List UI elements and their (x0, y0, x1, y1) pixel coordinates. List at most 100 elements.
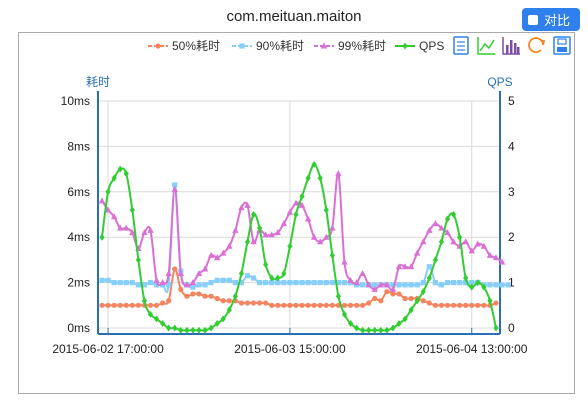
data-point-0 (281, 302, 287, 308)
data-point-2 (377, 281, 385, 288)
data-point-1 (244, 273, 251, 279)
data-point-3 (347, 319, 354, 327)
bar-chart-icon-bar (517, 47, 520, 54)
legend-swatch-marker-1 (239, 43, 245, 49)
save-icon[interactable] (553, 36, 571, 55)
data-point-2 (468, 247, 475, 254)
data-point-2 (286, 208, 294, 215)
data-point-3 (475, 279, 481, 287)
data-point-0 (184, 293, 190, 299)
data-point-3 (323, 206, 329, 214)
data-point-1 (293, 280, 299, 286)
data-point-3 (214, 319, 220, 327)
data-point-1 (444, 280, 451, 286)
x-tick-label: 2015-06-03 15:00:00 (234, 342, 346, 356)
data-point-2 (389, 285, 397, 292)
data-point-3 (257, 224, 263, 232)
data-point-1 (275, 280, 281, 286)
data-point-0 (160, 300, 166, 306)
data-point-3 (450, 211, 457, 218)
data-point-2 (498, 258, 506, 265)
data-point-3 (238, 270, 245, 278)
series-line-1 (101, 183, 509, 294)
data-point-1 (287, 280, 293, 286)
legend-swatch-marker-0 (155, 43, 161, 49)
data-point-3 (402, 315, 408, 323)
data-point-3 (220, 315, 226, 323)
y-tick-left-label: 6ms (67, 185, 90, 199)
data-point-3 (166, 324, 172, 332)
data-point-2 (171, 186, 178, 193)
data-point-3 (244, 238, 251, 246)
data-point-1 (305, 280, 311, 286)
data-point-0 (257, 300, 263, 306)
data-point-2 (474, 240, 482, 247)
data-point-1 (426, 264, 432, 270)
legend-label-1[interactable]: 90%耗时 (256, 39, 304, 53)
data-point-0 (299, 302, 305, 308)
data-point-0 (226, 298, 232, 304)
legend-label-3[interactable]: QPS (419, 39, 444, 53)
data-point-1 (457, 280, 463, 286)
data-point-3 (469, 283, 475, 291)
legend-label-0[interactable]: 50%耗时 (172, 39, 220, 53)
data-point-1 (208, 280, 214, 286)
data-point-2 (280, 220, 288, 227)
legend-label-2[interactable]: 99%耗时 (338, 39, 386, 53)
data-point-1 (226, 277, 232, 283)
data-point-0 (117, 302, 123, 308)
data-point-0 (244, 300, 251, 306)
data-point-1 (323, 280, 329, 286)
data-point-1 (420, 280, 426, 286)
checkbox-icon[interactable] (528, 14, 538, 25)
data-point-3 (390, 324, 396, 332)
legend-swatch-marker-3 (402, 42, 408, 50)
data-point-2 (371, 285, 378, 292)
data-point-0 (99, 302, 105, 308)
data-point-3 (287, 242, 293, 250)
data-view-icon[interactable] (453, 36, 469, 55)
data-point-1 (317, 280, 323, 286)
data-point-3 (226, 306, 232, 314)
data-point-1 (147, 280, 154, 286)
data-point-1 (257, 280, 263, 286)
data-point-0 (214, 295, 220, 302)
data-point-1 (335, 280, 341, 286)
data-point-0 (384, 289, 390, 295)
data-point-1 (281, 280, 287, 286)
data-point-3 (457, 233, 463, 241)
data-point-0 (323, 302, 329, 308)
data-point-3 (293, 211, 299, 218)
data-point-3 (269, 274, 275, 282)
y-tick-left-label: 0ms (67, 321, 90, 335)
data-point-2 (274, 229, 281, 236)
data-point-1 (414, 282, 420, 288)
data-point-0 (353, 302, 360, 308)
data-point-0 (190, 291, 196, 297)
data-point-2 (341, 258, 348, 265)
data-point-0 (166, 298, 172, 304)
data-point-2 (116, 224, 124, 231)
compare-toggle[interactable]: 对比 (522, 8, 580, 31)
data-point-2 (310, 233, 318, 240)
data-point-2 (414, 249, 421, 256)
data-point-0 (396, 291, 402, 297)
data-point-1 (311, 280, 317, 286)
data-point-1 (299, 280, 305, 286)
data-point-2 (492, 254, 500, 261)
y-tick-right-label: 5 (508, 94, 515, 108)
line-chart-icon[interactable] (477, 37, 495, 55)
data-point-0 (463, 302, 469, 308)
data-point-2 (141, 229, 148, 236)
data-point-0 (208, 293, 214, 299)
data-point-2 (438, 224, 445, 231)
data-point-0 (147, 302, 154, 308)
data-point-2 (450, 238, 457, 245)
data-point-2 (159, 279, 166, 286)
data-point-3 (299, 192, 305, 200)
data-point-3 (99, 233, 105, 241)
data-point-2 (123, 224, 130, 231)
data-point-1 (341, 280, 348, 286)
data-point-3 (196, 326, 202, 334)
y-tick-left-label: 8ms (67, 139, 90, 153)
